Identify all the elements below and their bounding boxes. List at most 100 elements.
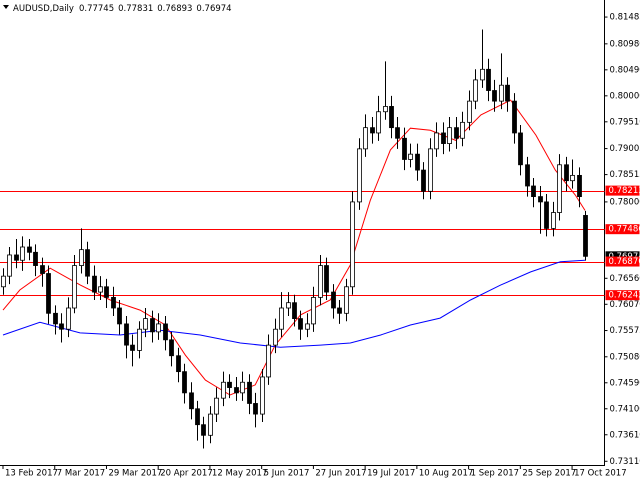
x-tick-label: 29 Mar 2017 <box>108 469 162 479</box>
candle-body <box>273 328 278 346</box>
candle-body <box>163 323 168 341</box>
candle-body <box>492 90 497 102</box>
candle-body <box>486 68 491 91</box>
candle-body <box>72 265 77 309</box>
candle-body <box>124 323 129 346</box>
candle-body <box>111 296 116 309</box>
candle-body <box>499 84 504 102</box>
candle-body <box>389 106 394 129</box>
candle-body <box>208 413 213 436</box>
candle-body <box>66 307 71 330</box>
level-label-box <box>605 290 640 301</box>
candle-body <box>260 376 265 415</box>
candle-body <box>544 201 549 229</box>
candle-body <box>505 84 510 102</box>
candle-body <box>512 100 517 134</box>
candle-body <box>253 403 258 415</box>
current-price-box <box>605 251 640 262</box>
candle-body <box>298 318 303 330</box>
candle-body <box>395 127 400 139</box>
candle-body <box>357 148 362 203</box>
x-tick-label: 13 Feb 2017 <box>5 469 58 479</box>
candle-body <box>214 397 219 415</box>
x-tick-label: 1 Sep 2017 <box>471 469 519 479</box>
menu-arrow[interactable] <box>3 5 9 9</box>
candle-body <box>7 254 12 277</box>
candle-body <box>150 318 155 333</box>
moving-average <box>2 259 586 348</box>
candle-body <box>454 127 459 139</box>
candle-body <box>137 328 142 351</box>
y-tick-label: 0.79005 <box>610 144 640 154</box>
header-open: 0.77745 <box>79 4 114 14</box>
candle-body <box>266 344 271 378</box>
candle-body <box>441 132 446 144</box>
header-close: 0.76974 <box>196 4 231 14</box>
candle-body <box>577 174 582 198</box>
plot-area <box>0 29 605 449</box>
candle-body <box>189 392 194 410</box>
candle-body <box>350 201 355 288</box>
level-label-box <box>605 256 640 267</box>
candle-body <box>402 137 407 160</box>
candle-body <box>143 318 148 330</box>
candle-body <box>98 286 103 293</box>
candle-body <box>40 265 45 274</box>
x-tick-label: 25 Sep 2017 <box>522 469 576 479</box>
candle-body <box>85 249 90 277</box>
candle-body <box>201 424 206 436</box>
candle-body <box>59 323 64 330</box>
candle-body <box>247 381 252 404</box>
candle-body <box>370 127 375 134</box>
candle-body <box>46 273 51 314</box>
candle-body <box>331 291 336 309</box>
candle-body <box>286 302 291 309</box>
x-tick-label: 12 May 2017 <box>212 469 267 479</box>
candle-body <box>227 381 232 388</box>
candle-body <box>518 132 523 166</box>
level-label: 0.76876 <box>609 257 640 267</box>
candle-body <box>583 215 588 257</box>
level-label: 0.77486 <box>609 225 640 235</box>
candle-body <box>130 344 135 351</box>
candle-body <box>221 381 226 399</box>
candle-body <box>195 408 200 426</box>
x-tick-label: 10 Aug 2017 <box>419 469 473 479</box>
candle-body <box>337 307 342 314</box>
candle-body <box>564 164 569 182</box>
candle-body <box>240 381 245 394</box>
x-tick-label: 7 Mar 2017 <box>57 469 105 479</box>
candle-body <box>14 254 19 261</box>
candle-body <box>570 174 575 182</box>
level-label-box <box>605 185 640 196</box>
candle-body <box>408 153 413 160</box>
candle-body <box>480 68 485 81</box>
header-low: 0.76893 <box>157 4 192 14</box>
candle-body <box>324 265 329 293</box>
candle-body <box>363 127 368 150</box>
candle-body <box>557 164 562 213</box>
candle-body <box>176 355 181 373</box>
candle-body <box>169 339 174 357</box>
candle-body <box>92 275 97 293</box>
candle-body <box>182 371 187 394</box>
candle-body <box>53 312 58 325</box>
candle-body <box>311 296 316 325</box>
candle-body <box>292 302 297 320</box>
candle-body <box>305 323 310 330</box>
candle-body <box>421 169 426 192</box>
